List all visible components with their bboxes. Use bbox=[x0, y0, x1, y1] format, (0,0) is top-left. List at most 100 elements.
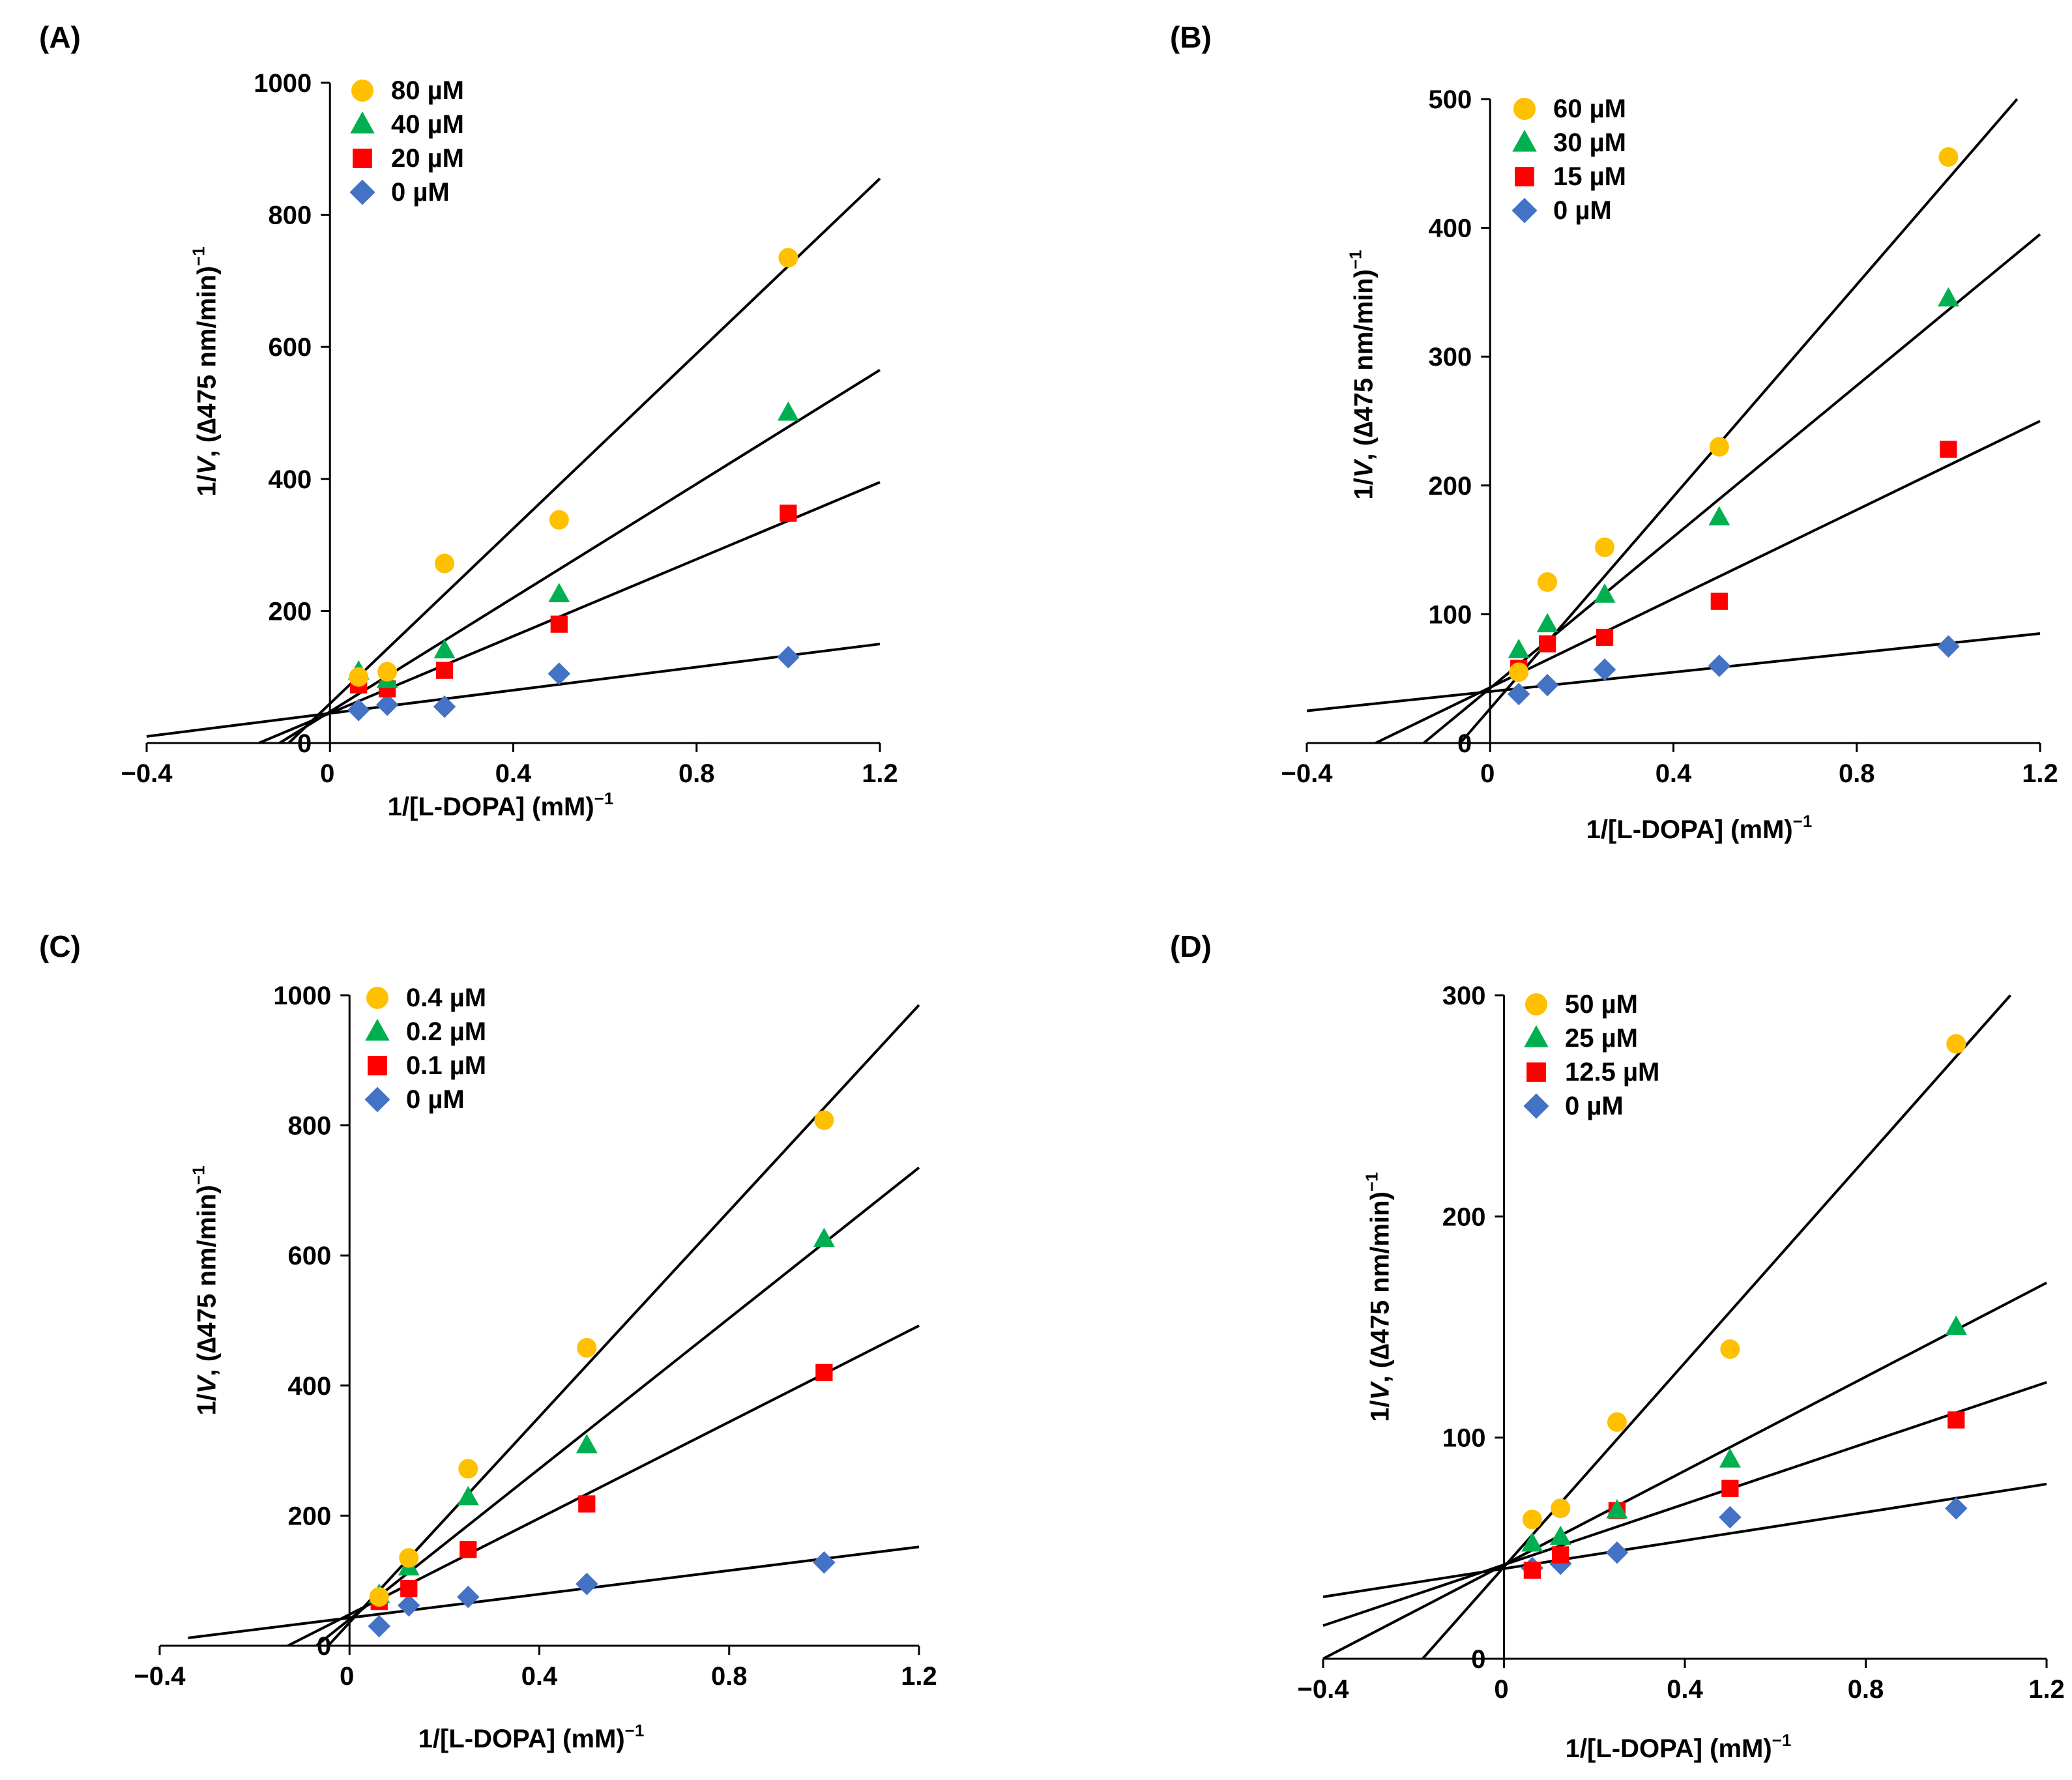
legend-label: 40 µM bbox=[391, 110, 464, 139]
x-tick-label: 0 bbox=[340, 1662, 354, 1691]
legend-marker-triangle bbox=[350, 111, 375, 134]
legend-label: 0 µM bbox=[1553, 196, 1612, 225]
legend-symbol-circle bbox=[366, 987, 388, 1009]
legend-symbol-triangle bbox=[365, 1018, 390, 1041]
fit-line-diamond bbox=[1322, 1482, 2047, 1598]
legend-marker-circle bbox=[366, 987, 388, 1009]
data-point-circle bbox=[1709, 437, 1729, 457]
legend-symbol-diamond bbox=[1511, 197, 1538, 224]
panel-c: (C) −0.4 0 0.4 0.8 1.2 0 200 400 600 800 1000 1/V,… bbox=[0, 890, 1036, 1780]
data-point-circle bbox=[1938, 147, 1959, 167]
data-point-diamond bbox=[1536, 673, 1559, 697]
data-point-triangle bbox=[777, 401, 799, 421]
y-axis-label: 1/V, (∆475 nm/min)−1 bbox=[1362, 1172, 1395, 1422]
panel-label: (A) bbox=[39, 20, 81, 54]
data-point-triangle bbox=[1549, 1525, 1571, 1545]
plot-area: −0.4 0 0.4 0.8 1.2 0 100 200 300 bbox=[1298, 982, 2065, 1704]
data-point-square bbox=[1940, 441, 1957, 458]
data-point-triangle bbox=[1719, 1448, 1741, 1468]
data-point-circle bbox=[577, 1337, 597, 1358]
x-tick-label: 0.4 bbox=[1667, 1675, 1703, 1704]
data-point-triangle bbox=[1708, 506, 1730, 526]
fit-line-diamond bbox=[188, 1545, 920, 1640]
fit-line-square bbox=[1375, 420, 2041, 744]
x-tick-label: −0.4 bbox=[134, 1662, 186, 1691]
legend-marker-diamond bbox=[349, 179, 375, 205]
data-point-square bbox=[780, 504, 797, 522]
panel-b: (B) −0.4 0 0.4 0.8 1.2 0 100 200 300 400 500 1/V, … bbox=[1170, 0, 2072, 890]
legend-symbol-square bbox=[1515, 167, 1534, 186]
fit-line-square bbox=[258, 481, 881, 744]
legend-marker-circle bbox=[1513, 98, 1536, 120]
legend-symbol-circle bbox=[351, 80, 373, 102]
legend-label: 0 µM bbox=[1565, 1092, 1624, 1120]
data-point-triangle bbox=[1508, 639, 1530, 658]
x-tick-label: 0 bbox=[1480, 759, 1495, 788]
x-tick-label: −0.4 bbox=[1298, 1675, 1350, 1704]
legend-symbol-circle bbox=[1513, 98, 1536, 120]
plot-area: −0.4 0 0.4 0.8 1.2 0 100 200 300 400 500 bbox=[1281, 85, 2058, 788]
data-point-diamond bbox=[1708, 654, 1731, 677]
legend-marker-square bbox=[368, 1056, 387, 1075]
data-point-diamond bbox=[1593, 658, 1616, 681]
data-point-square bbox=[550, 615, 568, 633]
legend-marker-diamond bbox=[1523, 1093, 1549, 1119]
x-tick-label: 0.8 bbox=[1848, 1675, 1884, 1704]
data-point-circle bbox=[1607, 1412, 1627, 1432]
x-tick-label: 0.8 bbox=[679, 759, 715, 788]
legend-label: 0.4 µM bbox=[406, 984, 487, 1012]
fit-line-square bbox=[1322, 1380, 2047, 1627]
fit-line-triangle bbox=[1322, 1281, 2047, 1660]
legend-symbol-triangle bbox=[1512, 129, 1537, 152]
data-point-triangle bbox=[457, 1485, 479, 1506]
y-tick-label: 1000 bbox=[273, 982, 331, 1010]
x-axis-label: 1/[L-DOPA] (mM)−1 bbox=[387, 789, 614, 821]
legend-marker-circle bbox=[351, 80, 373, 102]
data-point-triangle bbox=[1594, 583, 1616, 603]
x-tick-label: 1.2 bbox=[2022, 759, 2058, 788]
data-point-circle bbox=[1720, 1339, 1740, 1359]
x-tick-label: 1.2 bbox=[901, 1662, 937, 1691]
panel-label: (C) bbox=[39, 929, 81, 963]
x-tick-label: 0.4 bbox=[1656, 759, 1692, 788]
x-axis-label: 1/[L-DOPA] (mM)−1 bbox=[418, 1721, 645, 1753]
legend-label: 30 µM bbox=[1553, 128, 1626, 157]
data-point-circle bbox=[435, 553, 455, 574]
data-point-square bbox=[400, 1580, 418, 1598]
data-point-circle bbox=[1595, 537, 1615, 557]
data-point-square bbox=[1596, 628, 1614, 647]
x-axis-label: 1/[L-DOPA] (mM)−1 bbox=[1586, 811, 1813, 844]
y-tick-label: 300 bbox=[1442, 982, 1486, 1010]
legend-symbol-square bbox=[353, 149, 372, 168]
legend-label: 0.1 µM bbox=[406, 1051, 487, 1080]
data-point-diamond bbox=[1719, 1506, 1742, 1529]
panel-label: (D) bbox=[1170, 929, 1212, 963]
legend-label: 25 µM bbox=[1565, 1024, 1638, 1053]
panel-a: (A) −0.4 0 0.4 0.8 1.2 0 200 400 600 800 1000 1/V,… bbox=[0, 0, 1036, 890]
legend-label: 15 µM bbox=[1553, 162, 1626, 191]
data-point-diamond bbox=[813, 1551, 836, 1574]
data-point-square bbox=[578, 1495, 596, 1513]
data-point-triangle bbox=[1937, 287, 1959, 307]
data-point-circle bbox=[814, 1110, 834, 1130]
y-tick-label: 0 bbox=[1471, 1645, 1485, 1674]
data-point-square bbox=[460, 1541, 477, 1558]
data-point-diamond bbox=[457, 1585, 480, 1609]
y-tick-label: 300 bbox=[1429, 343, 1472, 372]
legend-marker-diamond bbox=[1511, 197, 1538, 224]
fit-line-diamond bbox=[146, 643, 881, 738]
data-point-diamond bbox=[368, 1614, 391, 1638]
data-point-circle bbox=[1522, 1510, 1542, 1530]
data-point-diamond bbox=[347, 699, 370, 722]
legend-label: 0 µM bbox=[391, 178, 450, 207]
data-point-circle bbox=[1551, 1498, 1571, 1519]
data-point-circle bbox=[369, 1587, 389, 1607]
legend-symbol-diamond bbox=[364, 1087, 390, 1113]
x-tick-label: 0.4 bbox=[521, 1662, 558, 1691]
x-tick-label: −0.4 bbox=[1281, 759, 1334, 788]
y-tick-label: 200 bbox=[1429, 472, 1472, 501]
plot-area: −0.4 0 0.4 0.8 1.2 0 200 400 600 800 1000 bbox=[134, 982, 937, 1691]
y-tick-label: 100 bbox=[1429, 600, 1472, 629]
y-tick-label: 400 bbox=[288, 1372, 332, 1401]
data-point-square bbox=[435, 662, 454, 679]
